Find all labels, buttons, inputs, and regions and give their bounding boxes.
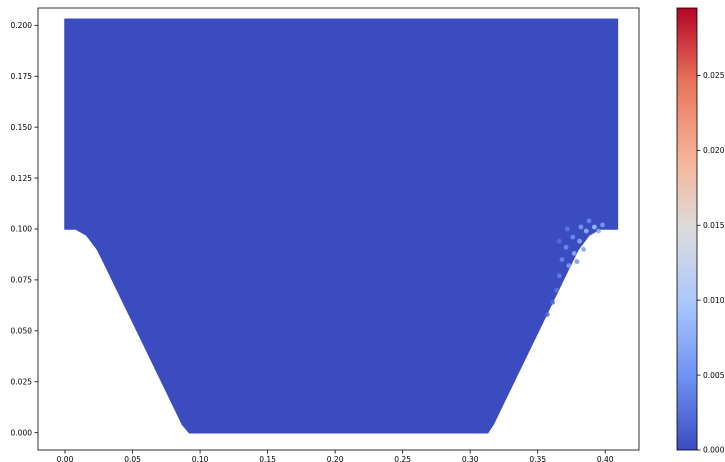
mesh-domain xyxy=(64,18,619,434)
hotspot-point xyxy=(566,263,572,269)
y-tick-label: 0.175 xyxy=(11,72,33,81)
y-tick-label: 0.075 xyxy=(11,276,33,285)
x-tick-label: 0.05 xyxy=(124,455,141,462)
y-tick-label: 0.050 xyxy=(11,327,33,336)
colorbar-tick-label: 0.000 xyxy=(703,446,725,455)
colorbar-gradient xyxy=(677,8,697,450)
x-tick-label: 0.15 xyxy=(259,455,276,462)
y-tick-label: 0.100 xyxy=(11,225,33,234)
domain-field xyxy=(64,18,619,434)
y-tick-label: 0.000 xyxy=(11,428,33,437)
x-tick-label: 0.40 xyxy=(597,455,614,462)
colorbar-tick-label: 0.020 xyxy=(703,146,725,155)
hotspot-point xyxy=(544,312,550,317)
y-tick-label: 0.025 xyxy=(11,377,33,386)
hotspot-point xyxy=(583,228,589,234)
y-tick-label: 0.150 xyxy=(11,123,33,132)
x-tick-label: 0.10 xyxy=(192,455,209,462)
y-tick-label: 0.200 xyxy=(11,21,33,30)
y-axis: 0.000 0.025 0.050 0.075 0.100 0.125 0.150 0.175… xyxy=(11,21,38,437)
hotspot-point xyxy=(556,273,562,279)
hotspot-point xyxy=(600,222,605,228)
hotspot-point xyxy=(556,238,562,244)
hotspot-point xyxy=(586,218,592,224)
hotspot-point xyxy=(577,238,582,244)
hotspot-point xyxy=(550,299,555,305)
hotspot-point xyxy=(574,259,580,264)
plot-area: 0.00 0.05 0.10 0.15 0.20 0.25 0.30 0.35 0.40 0.0… xyxy=(11,7,640,462)
hotspot-point xyxy=(570,234,576,240)
hotspot-point xyxy=(559,257,565,262)
colorbar-tick-label: 0.010 xyxy=(703,296,725,305)
x-tick-label: 0.25 xyxy=(394,455,411,462)
x-tick-label: 0.30 xyxy=(462,455,479,462)
hotspot-point xyxy=(563,244,569,250)
x-tick-label: 0.20 xyxy=(327,455,344,462)
x-tick-label: 0.35 xyxy=(529,455,546,462)
hotspot-point xyxy=(578,224,584,230)
hotspot-point xyxy=(554,287,559,293)
hotspot-point xyxy=(581,247,586,252)
colorbar-tick-label: 0.025 xyxy=(703,71,725,80)
colorbar-frame xyxy=(676,7,698,451)
hotspot-point xyxy=(565,226,570,232)
hotspot-point xyxy=(592,224,597,230)
colorbar-tick-label: 0.005 xyxy=(703,371,725,380)
hotspot-point xyxy=(571,251,577,256)
x-axis: 0.00 0.05 0.10 0.15 0.20 0.25 0.30 0.35 0.40 xyxy=(57,450,614,462)
x-tick-label: 0.00 xyxy=(57,455,74,462)
hotspot-point xyxy=(596,228,601,234)
colorbar-tick-label: 0.015 xyxy=(703,221,725,230)
colorbar: 0.000 0.005 0.010 0.015 0.020 0.025 xyxy=(676,7,725,455)
y-tick-label: 0.125 xyxy=(11,174,33,183)
